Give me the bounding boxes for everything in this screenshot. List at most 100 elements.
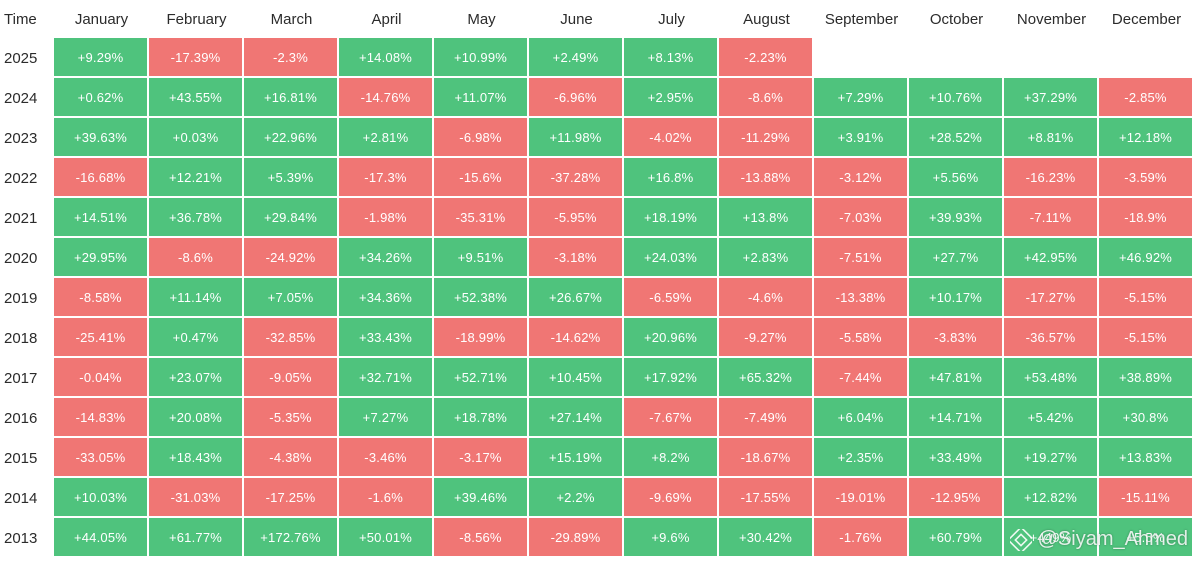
cell-2023-august: -11.29% (719, 118, 812, 156)
cell-2018-july: +20.96% (624, 318, 717, 356)
cell-2025-june: +2.49% (529, 38, 622, 76)
cell-2023-january: +39.63% (54, 118, 147, 156)
cell-2021-november: -7.11% (1004, 198, 1097, 236)
cell-2023-march: +22.96% (244, 118, 337, 156)
cell-2016-april: +7.27% (339, 398, 432, 436)
cell-2014-january: +10.03% (54, 478, 147, 516)
cell-2017-april: +32.71% (339, 358, 432, 396)
cell-2020-october: +27.7% (909, 238, 1002, 276)
cell-2023-april: +2.81% (339, 118, 432, 156)
cell-2022-august: -13.88% (719, 158, 812, 196)
cell-2025-january: +9.29% (54, 38, 147, 76)
cell-2023-september: +3.91% (814, 118, 907, 156)
cell-2013-august: +30.42% (719, 518, 812, 556)
year-label-2016: 2016 (4, 409, 38, 427)
cell-2025-may: +10.99% (434, 38, 527, 76)
cell-2016-july: -7.67% (624, 398, 717, 436)
cell-2021-january: +14.51% (54, 198, 147, 236)
cell-2015-march: -4.38% (244, 438, 337, 476)
cell-2020-august: +2.83% (719, 238, 812, 276)
cell-2021-february: +36.78% (149, 198, 242, 236)
cell-2022-june: -37.28% (529, 158, 622, 196)
cell-2020-july: +24.03% (624, 238, 717, 276)
cell-2019-july: -6.59% (624, 278, 717, 316)
cell-2024-march: +16.81% (244, 78, 337, 116)
cell-2014-march: -17.25% (244, 478, 337, 516)
cell-2018-december: -5.15% (1099, 318, 1192, 356)
cell-2020-march: -24.92% (244, 238, 337, 276)
month-header-december: December (1111, 10, 1182, 28)
cell-2024-may: +11.07% (434, 78, 527, 116)
cell-2025-august: -2.23% (719, 38, 812, 76)
cell-2015-october: +33.49% (909, 438, 1002, 476)
month-header-march: March (270, 10, 313, 28)
cell-2013-july: +9.6% (624, 518, 717, 556)
year-label-2022: 2022 (4, 169, 38, 187)
cell-2014-august: -17.55% (719, 478, 812, 516)
month-header-august: August (743, 10, 790, 28)
cell-2019-january: -8.58% (54, 278, 147, 316)
cell-2024-september: +7.29% (814, 78, 907, 116)
cell-2019-september: -13.38% (814, 278, 907, 316)
binance-diamond-icon (1009, 528, 1032, 551)
cell-2019-december: -5.15% (1099, 278, 1192, 316)
cell-2022-march: +5.39% (244, 158, 337, 196)
cell-2018-august: -9.27% (719, 318, 812, 356)
cell-2023-november: +8.81% (1004, 118, 1097, 156)
cell-2015-april: -3.46% (339, 438, 432, 476)
year-label-2023: 2023 (4, 129, 38, 147)
cell-2017-may: +52.71% (434, 358, 527, 396)
cell-2015-september: +2.35% (814, 438, 907, 476)
cell-2024-january: +0.62% (54, 78, 147, 116)
cell-2021-october: +39.93% (909, 198, 1002, 236)
cell-2014-may: +39.46% (434, 478, 527, 516)
cell-2016-november: +5.42% (1004, 398, 1097, 436)
cell-2020-february: -8.6% (149, 238, 242, 276)
cell-2013-april: +50.01% (339, 518, 432, 556)
cell-2025-october (909, 38, 1002, 76)
cell-2021-july: +18.19% (624, 198, 717, 236)
cell-2016-september: +6.04% (814, 398, 907, 436)
cell-2013-may: -8.56% (434, 518, 527, 556)
cell-2015-december: +13.83% (1099, 438, 1192, 476)
cell-2013-january: +44.05% (54, 518, 147, 556)
cell-2013-september: -1.76% (814, 518, 907, 556)
cell-2015-june: +15.19% (529, 438, 622, 476)
cell-2018-may: -18.99% (434, 318, 527, 356)
cell-2021-june: -5.95% (529, 198, 622, 236)
cell-2025-march: -2.3% (244, 38, 337, 76)
cell-2019-october: +10.17% (909, 278, 1002, 316)
cell-2017-august: +65.32% (719, 358, 812, 396)
cell-2015-february: +18.43% (149, 438, 242, 476)
month-header-april: April (371, 10, 402, 28)
cell-2020-september: -7.51% (814, 238, 907, 276)
cell-2024-november: +37.29% (1004, 78, 1097, 116)
cell-2017-march: -9.05% (244, 358, 337, 396)
cell-2024-december: -2.85% (1099, 78, 1192, 116)
cell-2020-june: -3.18% (529, 238, 622, 276)
cell-2025-september (814, 38, 907, 76)
year-label-2017: 2017 (4, 369, 38, 387)
cell-2022-july: +16.8% (624, 158, 717, 196)
cell-2014-april: -1.6% (339, 478, 432, 516)
cell-2022-november: -16.23% (1004, 158, 1097, 196)
cell-2015-may: -3.17% (434, 438, 527, 476)
cell-2020-november: +42.95% (1004, 238, 1097, 276)
cell-2021-march: +29.84% (244, 198, 337, 236)
cell-2013-december: +5.5% (1099, 518, 1192, 556)
time-column-header: Time (4, 10, 37, 28)
cell-2022-december: -3.59% (1099, 158, 1192, 196)
year-label-2024: 2024 (4, 89, 38, 107)
cell-2019-november: -17.27% (1004, 278, 1097, 316)
cell-2016-january: -14.83% (54, 398, 147, 436)
cell-2017-june: +10.45% (529, 358, 622, 396)
cell-2018-june: -14.62% (529, 318, 622, 356)
cell-2023-july: -4.02% (624, 118, 717, 156)
cell-2023-june: +11.98% (529, 118, 622, 156)
cell-2024-july: +2.95% (624, 78, 717, 116)
cell-2017-december: +38.89% (1099, 358, 1192, 396)
year-label-2018: 2018 (4, 329, 38, 347)
cell-2021-may: -35.31% (434, 198, 527, 236)
cell-2024-april: -14.76% (339, 78, 432, 116)
